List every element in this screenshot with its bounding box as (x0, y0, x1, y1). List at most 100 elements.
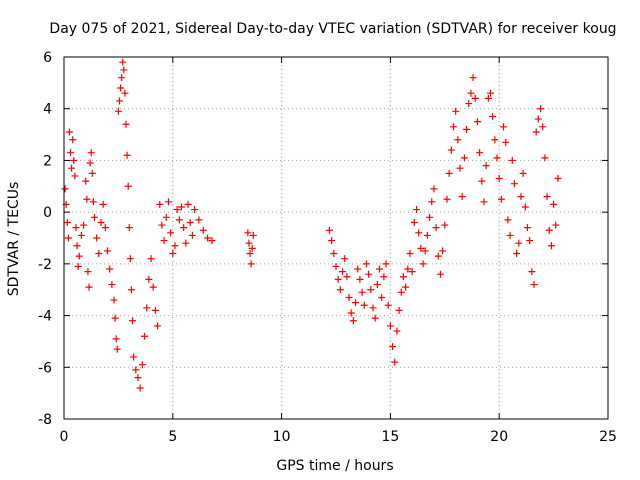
data-point (408, 268, 416, 276)
data-point (343, 273, 351, 281)
data-point (325, 226, 333, 234)
y-tick-label: -2 (38, 257, 52, 273)
data-point (376, 265, 384, 273)
data-point (93, 234, 101, 242)
data-point (521, 203, 529, 211)
data-point (120, 66, 128, 74)
data-point (115, 97, 123, 105)
data-point (118, 74, 126, 82)
y-tick-label: 2 (43, 153, 52, 169)
data-point (167, 229, 175, 237)
data-point (458, 193, 466, 201)
data-point (336, 286, 344, 294)
data-point (473, 118, 481, 126)
data-point (334, 275, 342, 283)
data-point (154, 322, 162, 330)
data-point (69, 136, 77, 144)
data-point (389, 343, 397, 351)
data-point (510, 180, 518, 188)
plot-frame (63, 56, 609, 420)
data-point (113, 345, 121, 353)
data-point (64, 234, 72, 242)
data-point (110, 296, 118, 304)
data-point (122, 120, 130, 128)
data-point (129, 317, 137, 325)
data-point (74, 262, 82, 270)
data-point (199, 226, 207, 234)
data-point (88, 169, 96, 177)
data-point (178, 203, 186, 211)
data-point (506, 231, 514, 239)
data-point (114, 107, 122, 115)
data-point (489, 112, 497, 120)
data-point (85, 283, 93, 291)
data-point (352, 299, 360, 307)
data-point (441, 221, 449, 229)
data-point (421, 247, 429, 255)
data-point (367, 286, 375, 294)
data-point (497, 195, 505, 203)
data-point (445, 169, 453, 177)
data-point (126, 255, 134, 263)
data-point (70, 156, 78, 164)
data-point (75, 252, 83, 260)
data-point (537, 105, 545, 113)
data-point (486, 89, 494, 97)
data-point (460, 154, 468, 162)
data-point (541, 154, 549, 162)
data-point (328, 237, 336, 245)
data-point (175, 216, 183, 224)
data-point (151, 306, 159, 314)
data-point (480, 198, 488, 206)
data-point (532, 128, 540, 136)
data-point (77, 231, 85, 239)
data-point (369, 304, 377, 312)
data-point (426, 213, 434, 221)
data-point (63, 218, 71, 226)
data-point (360, 301, 368, 309)
data-point (454, 136, 462, 144)
data-point (106, 265, 114, 273)
data-point (393, 327, 401, 335)
data-point (341, 255, 349, 263)
data-point (158, 221, 166, 229)
data-point (86, 159, 94, 167)
tick-layer: 0 5 10 15 20 25 -8 -6 -4 -2 0 2 4 6 (38, 50, 617, 445)
data-point (156, 200, 164, 208)
data-point (545, 226, 553, 234)
data-point (362, 260, 370, 268)
data-point (380, 273, 388, 281)
data-point (508, 156, 516, 164)
data-point (530, 281, 538, 289)
data-point (356, 275, 364, 283)
x-tick-label: 25 (599, 429, 617, 445)
data-point (121, 89, 129, 97)
data-point (195, 216, 203, 224)
data-point (478, 177, 486, 185)
x-axis-label: GPS time / hours (276, 458, 393, 474)
data-point (112, 335, 120, 343)
data-point (463, 125, 471, 133)
data-point (249, 231, 257, 239)
data-point (188, 231, 196, 239)
data-point (247, 260, 255, 268)
chart-title: Day 075 of 2021, Sidereal Day-to-day VTE… (49, 21, 616, 37)
data-point (354, 265, 362, 273)
data-point (127, 286, 135, 294)
data-point (406, 250, 414, 258)
points-layer (61, 58, 562, 392)
data-point (171, 242, 179, 250)
x-tick-label: 10 (273, 429, 291, 445)
data-point (410, 218, 418, 226)
x-tick-label: 0 (60, 429, 69, 445)
data-point (71, 172, 79, 180)
data-point (160, 237, 168, 245)
data-point (395, 306, 403, 314)
data-point (404, 265, 412, 273)
x-tick-label: 20 (490, 429, 508, 445)
data-point (432, 224, 440, 232)
data-point (204, 234, 212, 242)
data-point (124, 182, 132, 190)
